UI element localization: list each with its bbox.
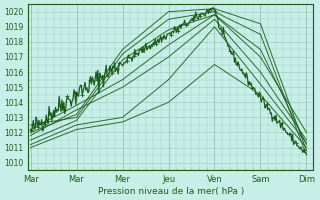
- X-axis label: Pression niveau de la mer( hPa ): Pression niveau de la mer( hPa ): [98, 187, 244, 196]
